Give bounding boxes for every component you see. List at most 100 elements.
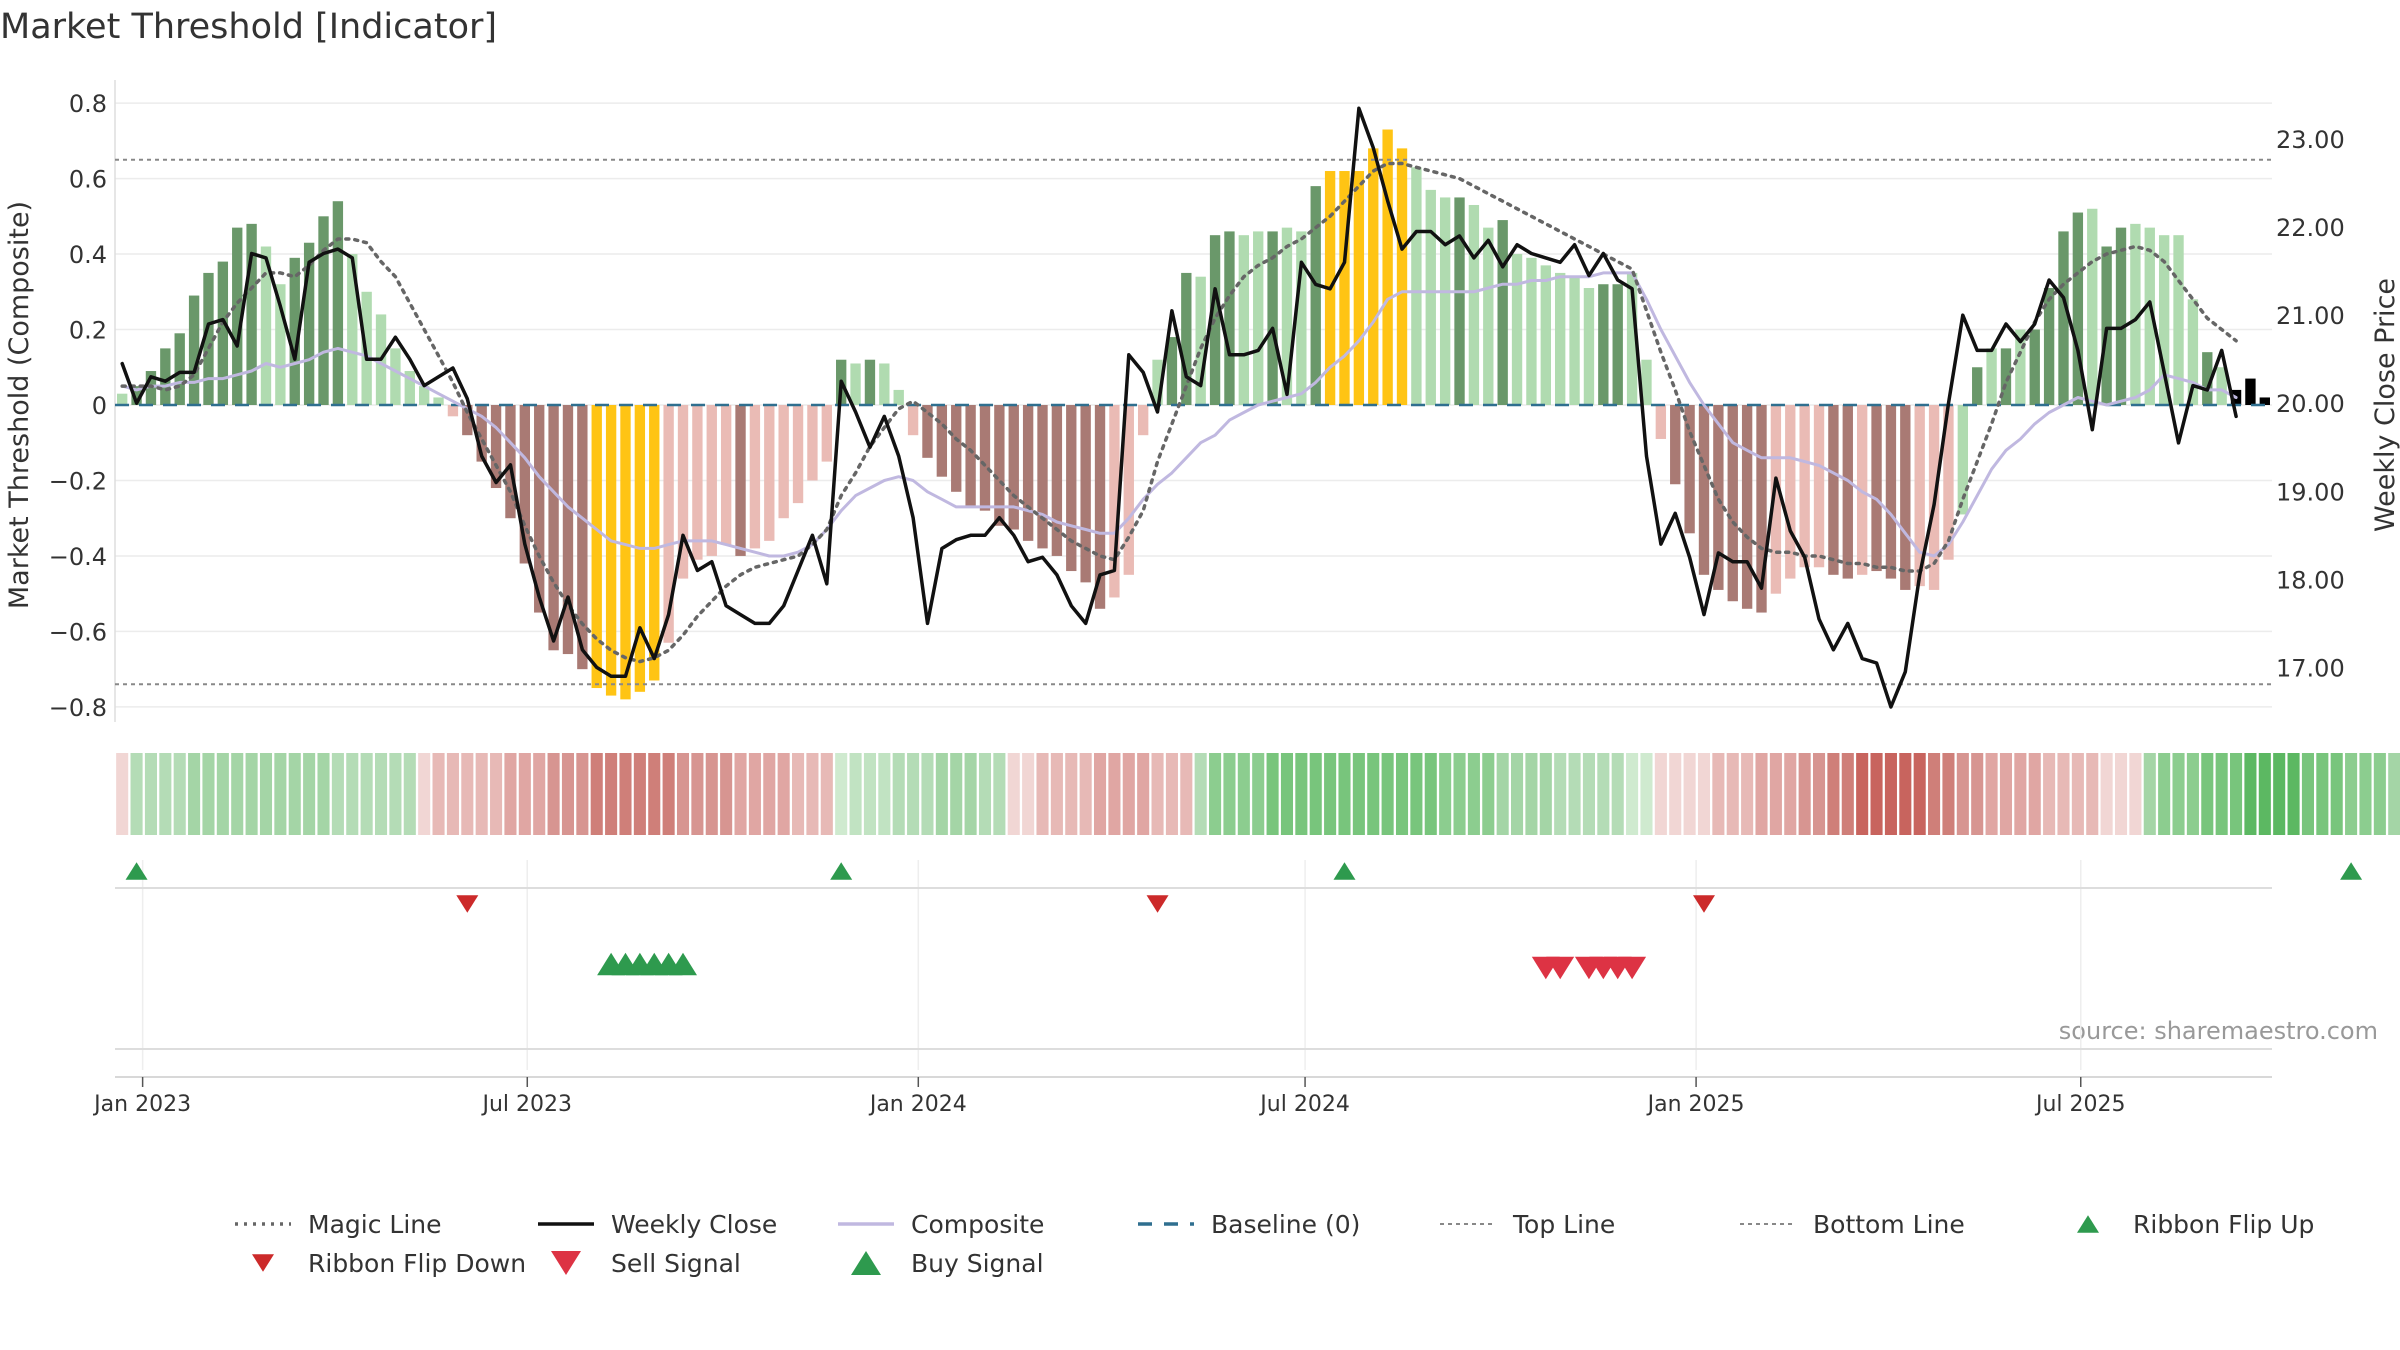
composite-bar <box>232 227 243 405</box>
ribbon-cell <box>590 753 603 835</box>
left-tick-label: 0.8 <box>69 90 107 118</box>
composite-bar <box>879 363 890 405</box>
ribbon-cell <box>1999 753 2013 835</box>
ribbon-cell <box>1884 753 1897 835</box>
composite-bar <box>807 405 818 481</box>
x-tick-label: Jul 2024 <box>1258 1092 1350 1117</box>
composite-bar <box>1727 405 1738 602</box>
ribbon-cell <box>1683 753 1696 835</box>
ribbon-cell <box>1151 753 1164 835</box>
composite-bar <box>2259 397 2270 405</box>
ribbon-cell <box>619 753 632 835</box>
x-tick-label: Jan 2023 <box>92 1092 191 1117</box>
ribbon-cell <box>964 753 977 835</box>
composite-bar <box>1468 204 1480 405</box>
ribbon-cell <box>216 753 229 835</box>
legend-swatch <box>551 1251 581 1275</box>
composite-bar <box>1166 337 1178 405</box>
ribbon-cell <box>2388 753 2400 835</box>
composite-bar <box>850 363 861 405</box>
ribbon-cell <box>978 753 992 835</box>
composite-bar <box>1526 257 1537 405</box>
ribbon-cell <box>950 753 963 835</box>
ribbon-cell <box>2201 753 2214 835</box>
ribbon-cell <box>432 753 445 835</box>
composite-bar <box>1454 197 1465 405</box>
ribbon-cell <box>1395 753 1409 835</box>
ribbon-cell <box>1755 753 1768 835</box>
composite-bar <box>1181 272 1192 405</box>
ribbon-cell <box>1899 753 1912 835</box>
ribbon-cell <box>2287 753 2300 835</box>
composite-bar <box>2058 231 2069 405</box>
ribbon-cell <box>2172 753 2185 835</box>
composite-bar <box>203 272 214 405</box>
ribbon-cell <box>346 753 359 835</box>
ribbon-cell <box>2043 753 2056 835</box>
composite-bar <box>1137 405 1149 436</box>
ribbon-cell <box>274 753 287 835</box>
ribbon-cell <box>605 753 618 835</box>
composite-bar <box>1540 265 1551 405</box>
ribbon-cell <box>1165 753 1178 835</box>
ribbon-cell <box>1870 753 1883 835</box>
composite-bar <box>1396 148 1408 405</box>
ribbon-flip-up-marker <box>2340 862 2363 880</box>
composite-bar <box>519 405 531 564</box>
composite-bar <box>2130 223 2141 405</box>
ribbon-cell <box>907 753 920 835</box>
composite-bar <box>275 284 286 405</box>
ribbon-cell <box>763 753 776 835</box>
composite-bar <box>1296 231 1307 405</box>
composite-bar <box>217 261 229 405</box>
composite-bar <box>289 257 300 405</box>
composite-bar <box>145 371 157 405</box>
left-tick-label: −0.6 <box>49 618 107 646</box>
ribbon-cell <box>1439 753 1452 835</box>
ribbon-cell <box>1856 753 1869 835</box>
ribbon-cell <box>2100 753 2113 835</box>
left-axis-label: Market Threshold (Composite) <box>4 201 35 609</box>
composite-bar <box>260 246 272 405</box>
ribbon-cell <box>1640 753 1653 835</box>
right-tick-label: 22.00 <box>2276 214 2345 242</box>
ribbon-cell <box>317 753 330 835</box>
x-tick-label: Jul 2023 <box>481 1092 573 1117</box>
composite-bar <box>1483 227 1494 405</box>
composite-bar <box>864 359 876 405</box>
composite-bar <box>1555 272 1566 405</box>
composite-bars <box>117 129 2270 700</box>
composite-bar <box>893 389 904 405</box>
ribbon-cell <box>1252 753 1265 835</box>
legend-swatch <box>851 1251 881 1275</box>
legend-swatch <box>2077 1215 2099 1233</box>
ribbon-cell <box>461 753 474 835</box>
composite-bar <box>922 405 933 458</box>
ribbon-cell <box>1928 753 1941 835</box>
ribbon-cell <box>1295 753 1308 835</box>
ribbon-cell <box>1726 753 1739 835</box>
ribbon-cell <box>648 753 661 835</box>
ribbon-cell <box>1482 753 1495 835</box>
legend-label: Magic Line <box>308 1210 442 1239</box>
composite-bar <box>1195 276 1206 405</box>
composite-bar <box>1885 405 1897 579</box>
ribbon-cell <box>1971 753 1984 835</box>
ribbon-strip <box>116 753 2400 835</box>
composite-bar <box>605 405 617 696</box>
ribbon-cell <box>892 753 905 835</box>
ribbon-cell <box>921 753 934 835</box>
composite-bar <box>720 405 732 545</box>
chart-title: Market Threshold [Indicator] <box>0 7 497 47</box>
ribbon-cell <box>561 753 575 835</box>
composite-bar <box>2000 348 2012 405</box>
ribbon-cell <box>1812 753 1826 835</box>
composite-bar <box>2187 299 2199 405</box>
composite-bar <box>1080 405 1091 583</box>
ribbon-cell <box>188 753 201 835</box>
ribbon-cell <box>1669 753 1682 835</box>
ribbon-cell <box>792 753 805 835</box>
ribbon-cell <box>1654 753 1667 835</box>
ribbon-cell <box>1324 753 1337 835</box>
ribbon-cell <box>705 753 718 835</box>
